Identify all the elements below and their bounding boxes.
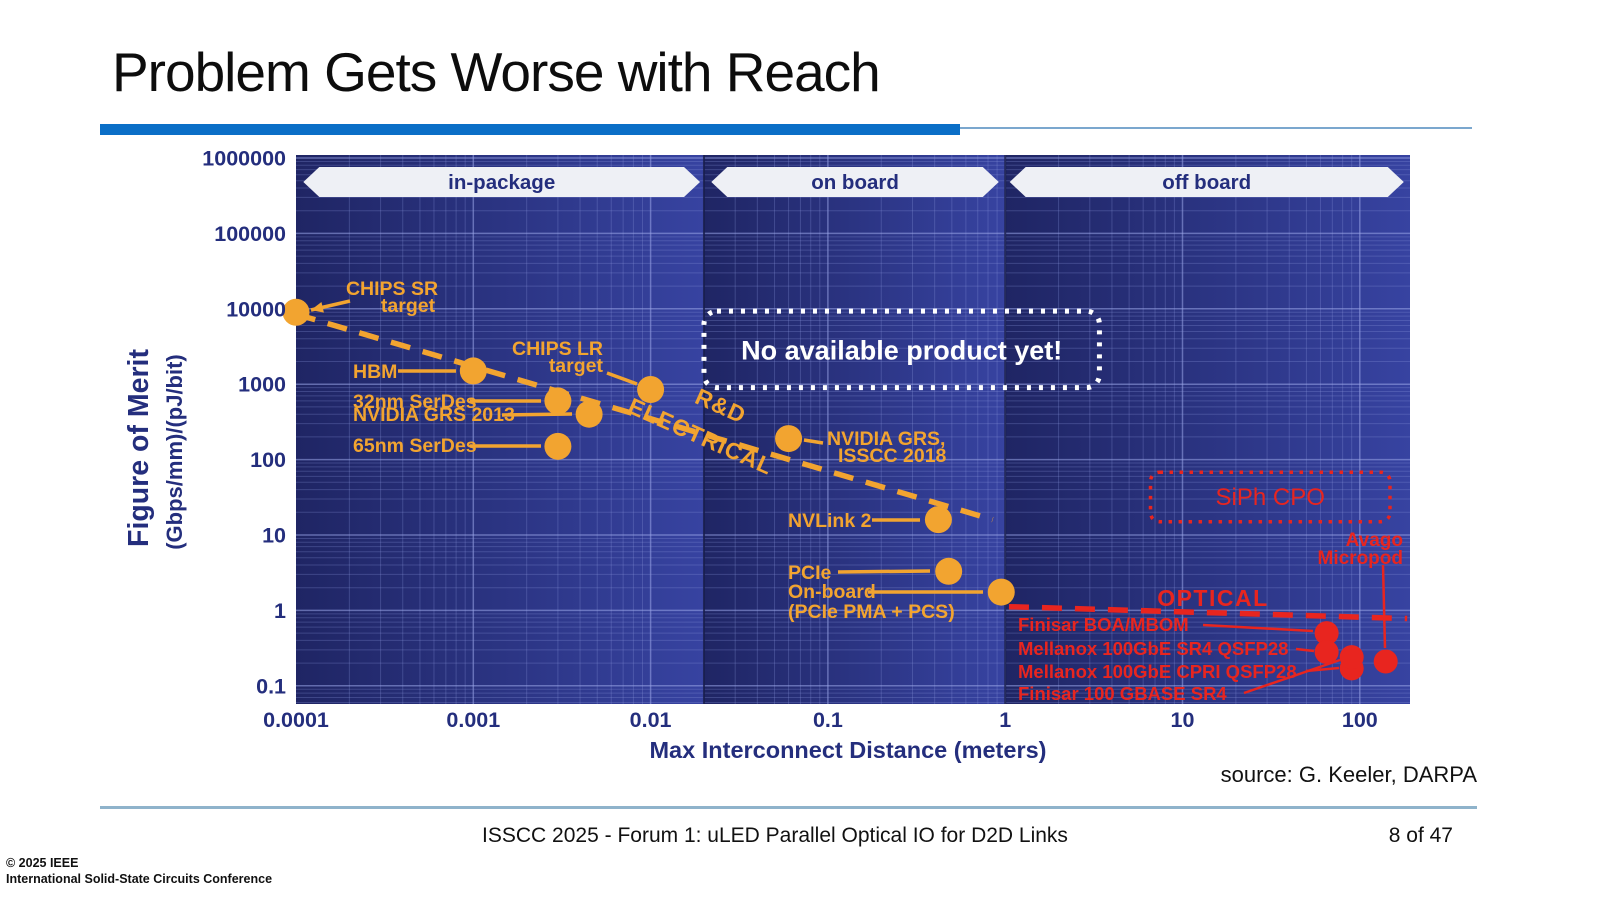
label-finisar-100-gbase-sr4: Finisar 100 GBASE SR4 — [1018, 683, 1227, 704]
x-tick-label: 10 — [1171, 708, 1195, 732]
banner-on-board: on board — [711, 167, 999, 197]
y-tick-label: 0.1 — [256, 674, 286, 698]
region-band-on-board — [703, 155, 1006, 704]
banner-label: on board — [811, 171, 899, 194]
title-accent-line — [960, 127, 1472, 129]
y-tick-label: 1000 — [238, 373, 286, 397]
leader-finisar-boa-mbom — [1202, 623, 1314, 633]
region-band-in-package — [296, 155, 704, 704]
point-onboard-pcie-pma-pcs — [987, 578, 1015, 606]
label-65nm-serdes: 65nm SerDes — [353, 435, 477, 457]
siph-cpo-box — [1148, 470, 1392, 524]
label-finisar-boa-mbom: Finisar BOA/MBOM — [1018, 614, 1189, 635]
x-tick-label: 0.001 — [446, 708, 500, 732]
leader-chips-lr-target — [606, 371, 638, 386]
point-finisar-100-gbase-sr4 — [1339, 645, 1364, 670]
label-chips-lr-target: CHIPS LR — [512, 338, 603, 360]
copyright-line2: International Solid-State Circuits Confe… — [6, 871, 273, 886]
x-tick-label: 100 — [1342, 708, 1378, 732]
leader-avago-micropod — [1381, 564, 1387, 649]
banner-label: in-package — [448, 171, 555, 194]
label-pcie: PCIe — [788, 562, 832, 584]
siph-cpo-text: SiPh CPO — [1216, 484, 1325, 511]
leader-pcie — [837, 569, 931, 574]
point-pcie — [935, 557, 963, 585]
point-nvlink-2 — [924, 506, 952, 534]
y-tick-label: 1 — [274, 599, 286, 623]
no-product-annotation: No available product yet! — [701, 308, 1102, 391]
banner-off-board: off board — [1009, 167, 1404, 197]
siph-cpo-annotation: SiPh CPO — [1148, 470, 1392, 524]
label-nvlink-2: NVLink 2 — [788, 510, 872, 532]
leader-nvidia-grs-2013 — [501, 412, 573, 417]
label-nvidia-grs-2013: NVIDIA GRS 2013 — [353, 404, 515, 426]
banner-label: off board — [1162, 171, 1251, 194]
y-tick-label: 1000000 — [202, 147, 286, 171]
point-nvidia-grs-2013 — [575, 400, 603, 428]
point-chips-lr-target — [637, 376, 665, 404]
x-tick-label: 1 — [999, 708, 1011, 732]
label-mellanox-100gbe-sr4-qsfp28: Mellanox 100GbE SR4 QSFP28 — [1018, 638, 1288, 659]
footer-page-number: 8 of 47 — [1388, 824, 1453, 847]
leader-arrow-chips-sr-target — [311, 301, 324, 313]
leader-nvidia-grs-isscc2018 — [803, 438, 824, 445]
point-mellanox-100gbe-sr4-qsfp28 — [1314, 640, 1339, 665]
source-credit: source: G. Keeler, DARPA — [1220, 762, 1477, 787]
point-hbm — [459, 357, 487, 385]
label-mellanox-100gbe-cpri-qsfp28: Mellanox 100GbE CPRI QSFP28 — [1018, 661, 1297, 682]
y-tick-label: 10000 — [226, 297, 286, 321]
copyright-line1: © 2025 IEEE — [6, 856, 79, 870]
label-nvidia-grs-isscc2018: ISSCC 2018 — [838, 445, 947, 467]
label-avago-micropod: Micropod — [1318, 548, 1404, 569]
y-tick-label: 100000 — [214, 222, 286, 246]
x-tick-label: 0.1 — [813, 708, 843, 732]
footer-conference-title: ISSCC 2025 - Forum 1: uLED Parallel Opti… — [482, 824, 1068, 847]
point-finisar-boa-mbom — [1314, 621, 1339, 646]
point-32nm-serdes — [544, 387, 572, 415]
series-optical-products: Finisar BOA/MBOM Mellanox 100GbE SR4 QSFP… — [1018, 530, 1403, 704]
grid-lines — [296, 155, 1410, 704]
copyright-block: © 2025 IEEE International Solid-State Ci… — [6, 856, 272, 887]
electrical-rd-trend — [295, 311, 994, 523]
label-onboard-pcie-pma-pcs: (PCIe PMA + PCS) — [788, 601, 955, 623]
leader-finisar-100-gbase-sr4 — [1243, 658, 1341, 695]
y-tick-label: 100 — [250, 448, 286, 472]
label-avago-micropod: Avago — [1346, 530, 1403, 551]
optical-label: OPTICAL — [1157, 585, 1268, 611]
y-tick-label: 10 — [262, 524, 286, 548]
leader-mellanox-100gbe-sr4-qsfp28 — [1295, 647, 1315, 653]
title-accent-bar — [100, 124, 960, 135]
y-axis-subtitle: (Gbps/mm)/(pJ/bit) — [162, 354, 187, 550]
point-65nm-serdes — [544, 432, 572, 460]
label-chips-sr-target: target — [381, 295, 436, 317]
axes: 1000000 100000 10000 1000 100 10 1 0.1 0.0001 0.0… — [123, 147, 1378, 764]
x-axis-title: Max Interconnect Distance (meters) — [649, 737, 1046, 763]
footer-divider — [100, 806, 1477, 809]
point-chips-sr-target — [282, 298, 310, 326]
label-onboard-pcie-pma-pcs: On-board — [788, 581, 876, 603]
point-avago-micropod — [1373, 649, 1398, 674]
banner-ribbon — [711, 167, 999, 197]
banner-in-package: in-package — [303, 167, 701, 197]
label-hbm: HBM — [353, 361, 397, 383]
no-product-text: No available product yet! — [741, 335, 1062, 365]
label-32nm-serdes: 32nm SerDes — [353, 391, 477, 413]
label-nvidia-grs-isscc2018: NVIDIA GRS, — [827, 428, 945, 450]
optical-trend — [1008, 603, 1408, 622]
banner-ribbon — [303, 167, 701, 197]
x-tick-label: 0.0001 — [263, 708, 329, 732]
label-chips-lr-target: target — [549, 355, 604, 377]
x-tick-label: 0.01 — [630, 708, 672, 732]
y-axis-title: Figure of Merit — [123, 349, 155, 547]
point-nvidia-grs-isscc2018 — [775, 425, 803, 453]
label-chips-sr-target: CHIPS SR — [346, 278, 438, 300]
page-title: Problem Gets Worse with Reach — [112, 41, 881, 103]
banner-ribbon — [1009, 167, 1404, 197]
